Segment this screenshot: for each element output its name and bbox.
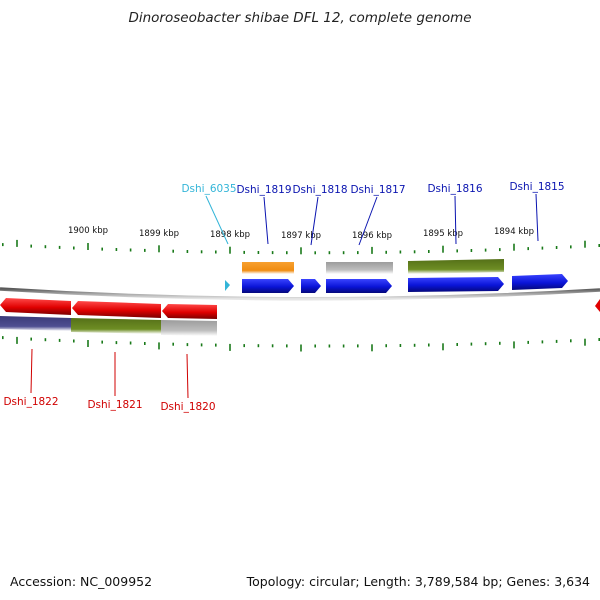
- scale-ticks-upper: [1, 239, 600, 255]
- scale-label-1898: 1898 kbp: [210, 230, 250, 240]
- genome-summary-text: Topology: circular; Length: 3,789,584 bp…: [246, 574, 590, 589]
- gene-label-dshi-1819[interactable]: Dshi_1819: [236, 184, 291, 196]
- leader-line-dshi-1820: [186, 353, 189, 399]
- cog-bar-dshi-1819: [242, 262, 294, 274]
- scale-label-1900: 1900 kbp: [68, 226, 108, 236]
- leader-line-dshi-1819: [263, 196, 269, 245]
- accession-text: Accession: NC_009952: [10, 574, 153, 589]
- leader-line-dshi-1818: [310, 196, 319, 246]
- gene-arrow-dshi-1821[interactable]: [72, 301, 161, 318]
- gene-arrow-dshi-1822[interactable]: [0, 298, 71, 315]
- scale-label-1899: 1899 kbp: [139, 229, 179, 239]
- cog-bar-dshi-1821: [71, 318, 161, 334]
- gene-label-dshi-1822[interactable]: Dshi_1822: [3, 396, 58, 408]
- leader-line-dshi-1815: [535, 193, 539, 242]
- scale-label-1894: 1894 kbp: [494, 227, 534, 237]
- cog-bar-dshi-1820: [161, 320, 217, 336]
- gene-label-dshi-1818[interactable]: Dshi_1818: [292, 184, 347, 196]
- genome-title: Dinoroseobacter shibae DFL 12, complete …: [128, 10, 472, 26]
- gene-arrow-dshi-1817[interactable]: [326, 279, 392, 293]
- gene-arrow-dshi-1820[interactable]: [162, 304, 217, 319]
- gene-label-dshi-1821[interactable]: Dshi_1821: [87, 399, 142, 411]
- leader-line-dshi-6035: [205, 195, 229, 245]
- gene-arrow-dshi-1818[interactable]: [301, 279, 321, 293]
- cog-bar-dshi-1822: [0, 316, 71, 331]
- gene-label-dshi-1820[interactable]: Dshi_1820: [160, 401, 215, 413]
- gene-arrow-dshi-1815[interactable]: [512, 274, 568, 290]
- cog-bar-dshi-1817: [326, 262, 393, 274]
- scale-label-1895: 1895 kbp: [423, 229, 463, 239]
- scale-label-1897: 1897 kbp: [281, 231, 321, 241]
- leader-line-dshi-1816: [454, 195, 457, 245]
- leader-line-dshi-1817: [358, 196, 378, 246]
- scale-ticks-lower: [1, 336, 600, 352]
- gene-arrow-offscreen-right[interactable]: [595, 299, 600, 312]
- gene-arrow-dshi-6035[interactable]: [225, 280, 230, 291]
- scale-label-1896: 1896 kbp: [352, 231, 392, 241]
- gene-arrow-dshi-1816[interactable]: [408, 277, 504, 292]
- gene-arrow-dshi-1819[interactable]: [242, 279, 294, 293]
- leader-line-dshi-1822: [30, 348, 33, 394]
- cog-bar-dshi-1816: [408, 259, 504, 274]
- genome-backbone: [0, 287, 600, 301]
- gene-label-dshi-1815[interactable]: Dshi_1815: [509, 181, 564, 193]
- gene-label-dshi-6035[interactable]: Dshi_6035: [181, 183, 236, 195]
- gene-label-dshi-1817[interactable]: Dshi_1817: [350, 184, 405, 196]
- gene-label-dshi-1816[interactable]: Dshi_1816: [427, 183, 482, 195]
